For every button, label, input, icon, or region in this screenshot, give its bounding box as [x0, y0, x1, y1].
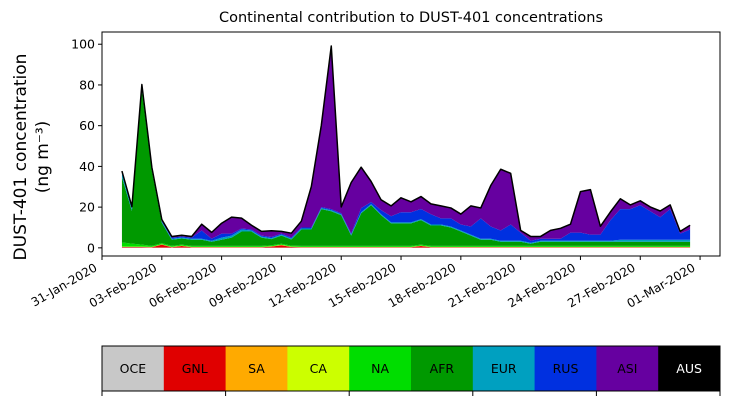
- y-tick-label: 0: [87, 240, 95, 255]
- legend-label-oce: OCE: [120, 361, 147, 376]
- legend-label-rus: RUS: [553, 361, 579, 376]
- legend-label-afr: AFR: [430, 361, 455, 376]
- legend-label-eur: EUR: [491, 361, 517, 376]
- y-axis-label-line1: DUST-401 concentration: [11, 54, 31, 261]
- x-tick-label: 01-Mar-2020: [624, 260, 697, 310]
- y-tick-label: 100: [71, 37, 95, 52]
- area-asi: [122, 46, 690, 240]
- legend-label-asi: ASI: [617, 361, 637, 376]
- y-tick-label: 20: [79, 200, 95, 215]
- axes: 02040608010031-Jan-202003-Feb-202006-Feb…: [29, 32, 720, 311]
- legend-label-gnl: GNL: [182, 361, 208, 376]
- y-axis-label: DUST-401 concentration (ng m⁻³): [11, 54, 53, 261]
- y-tick-label: 60: [79, 118, 95, 133]
- legend-label-na: NA: [371, 361, 389, 376]
- legend-label-ca: CA: [310, 361, 328, 376]
- chart-title: Continental contribution to DUST-401 con…: [219, 10, 603, 26]
- legend-label-sa: SA: [248, 361, 265, 376]
- plot-area: [122, 46, 690, 248]
- y-tick-label: 80: [79, 77, 95, 92]
- legend-label-aus: AUS: [676, 361, 702, 376]
- y-tick-label: 40: [79, 159, 95, 174]
- legend-colorbar: OCE GNL SA CA NA AFR EUR RUS ASI AUS: [102, 346, 721, 396]
- y-axis-label-line2: (ng m⁻³): [33, 121, 53, 194]
